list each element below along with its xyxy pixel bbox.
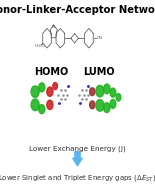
Ellipse shape [90, 88, 95, 96]
Text: Lower Exchange Energy (J): Lower Exchange Energy (J) [29, 146, 126, 152]
Ellipse shape [39, 83, 45, 92]
Text: Lower Singlet and Triplet Energy gaps ($\Delta E_{ST}$): Lower Singlet and Triplet Energy gaps ($… [0, 173, 155, 183]
Ellipse shape [47, 87, 53, 96]
Ellipse shape [31, 86, 39, 98]
Text: LUMO: LUMO [83, 67, 114, 77]
Ellipse shape [90, 101, 95, 109]
Text: CN: CN [96, 36, 102, 40]
Ellipse shape [104, 103, 110, 112]
Ellipse shape [31, 99, 39, 111]
Ellipse shape [110, 88, 116, 97]
Text: N: N [52, 25, 55, 29]
FancyArrow shape [73, 152, 82, 166]
Ellipse shape [47, 100, 53, 109]
Ellipse shape [96, 85, 104, 97]
Ellipse shape [104, 84, 110, 94]
Ellipse shape [53, 82, 57, 90]
Text: Donor-Linker-Acceptor Network: Donor-Linker-Acceptor Network [0, 5, 155, 15]
Ellipse shape [110, 99, 116, 108]
Text: HOMO: HOMO [34, 67, 68, 77]
Text: H₃CO: H₃CO [35, 44, 46, 48]
Ellipse shape [96, 100, 104, 111]
Ellipse shape [116, 94, 121, 101]
Ellipse shape [39, 105, 45, 114]
